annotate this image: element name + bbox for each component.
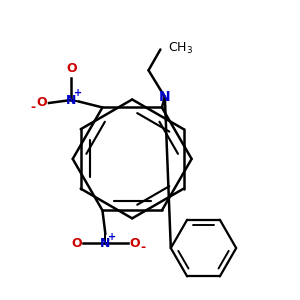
Text: N: N	[100, 237, 111, 250]
Text: N: N	[159, 90, 171, 104]
Text: +: +	[74, 88, 82, 98]
Text: N: N	[66, 94, 76, 106]
Text: O: O	[71, 237, 82, 250]
Text: CH$_3$: CH$_3$	[168, 40, 193, 56]
Text: +: +	[108, 232, 116, 242]
Text: -: -	[30, 101, 35, 114]
Text: O: O	[129, 237, 140, 250]
Text: -: -	[141, 241, 146, 254]
Text: O: O	[66, 62, 76, 75]
Text: O: O	[37, 97, 47, 110]
